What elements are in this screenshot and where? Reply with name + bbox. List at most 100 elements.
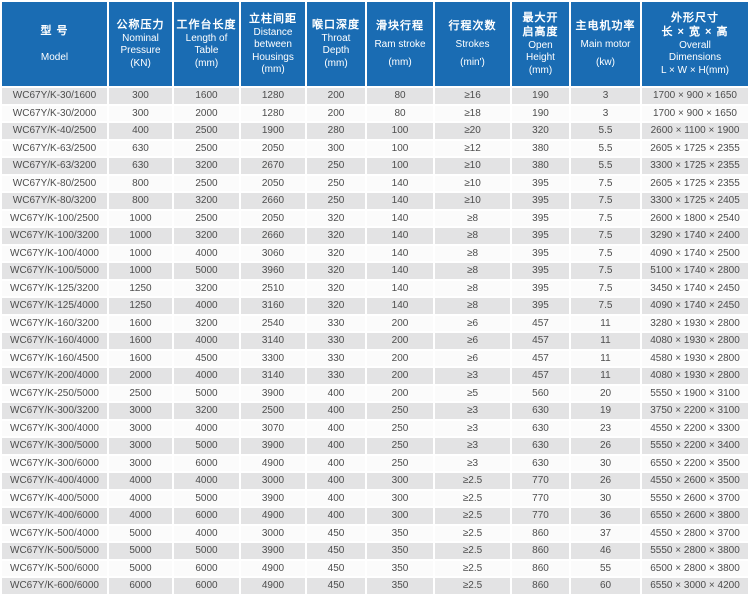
header-label-en: (mm) [261,64,285,75]
cell-housing-distance: 3000 [241,525,305,541]
cell-overall-dimensions: 2605 × 1725 × 2355 [642,140,748,156]
cell-open-height: 860 [512,543,569,559]
header-label-zh: 启高度 [522,25,559,38]
cell-nominal-pressure: 300 [109,105,172,121]
cell-open-height: 395 [512,193,569,209]
cell-housing-distance: 2500 [241,403,305,419]
table-row: WC67Y/K-100/2500 1000 2500 2050 320 140 ≥8 395 7… [2,210,748,226]
cell-throat-depth: 400 [307,385,365,401]
cell-open-height: 395 [512,263,569,279]
header-label-zh: 公称压力 [116,18,165,31]
cell-open-height: 457 [512,315,569,331]
model-cell: WC67Y/K-125/4000 [2,298,107,314]
model-cell: WC67Y/K-500/5000 [2,543,107,559]
table-body: WC67Y/K-30/1600 300 1600 1280 200 80 ≥16 190 3 17… [2,88,748,594]
model-cell: WC67Y/K-40/2500 [2,123,107,139]
table-row: WC67Y/K-200/4000 2000 4000 3140 330 200 ≥3 457 1… [2,368,748,384]
model-cell: WC67Y/K-160/3200 [2,315,107,331]
header-label-en: Overall [679,39,711,51]
cell-housing-distance: 2050 [241,210,305,226]
cell-throat-depth: 320 [307,228,365,244]
cell-main-motor: 7.5 [571,245,640,261]
cell-throat-depth: 400 [307,420,365,436]
cell-main-motor: 23 [571,420,640,436]
cell-table-length: 2000 [174,105,239,121]
header-label-en: between [254,39,292,50]
cell-main-motor: 5.5 [571,140,640,156]
table-row: WC67Y/K-300/4000 3000 4000 3070 400 250 ≥3 630 2… [2,420,748,436]
cell-ram-stroke: 200 [367,333,433,349]
cell-nominal-pressure: 3000 [109,420,172,436]
cell-strokes: ≥2.5 [435,490,510,506]
cell-housing-distance: 4900 [241,578,305,594]
cell-table-length: 2500 [174,210,239,226]
col-header-ram-stroke: 滑块行程 Ram stroke (mm) [367,2,433,86]
cell-overall-dimensions: 4580 × 1930 × 2800 [642,350,748,366]
model-cell: WC67Y/K-300/5000 [2,438,107,454]
cell-nominal-pressure: 4000 [109,473,172,489]
cell-strokes: ≥20 [435,123,510,139]
cell-open-height: 190 [512,88,569,104]
cell-throat-depth: 250 [307,193,365,209]
cell-ram-stroke: 200 [367,315,433,331]
cell-nominal-pressure: 5000 [109,525,172,541]
cell-overall-dimensions: 3300 × 1725 × 2355 [642,158,748,174]
header-label-zh: 工作台长度 [176,18,237,31]
cell-strokes: ≥2.5 [435,560,510,576]
cell-open-height: 770 [512,473,569,489]
cell-open-height: 395 [512,245,569,261]
cell-throat-depth: 400 [307,508,365,524]
table-row: WC67Y/K-250/5000 2500 5000 3900 400 200 ≥5 560 2… [2,385,748,401]
header-label-en: (mm) [194,57,219,69]
cell-ram-stroke: 200 [367,385,433,401]
cell-ram-stroke: 100 [367,123,433,139]
model-cell: WC67Y/K-63/2500 [2,140,107,156]
cell-main-motor: 11 [571,368,640,384]
cell-open-height: 395 [512,210,569,226]
cell-overall-dimensions: 3450 × 1740 × 2450 [642,280,748,296]
model-cell: WC67Y/K-125/3200 [2,280,107,296]
cell-overall-dimensions: 1700 × 900 × 1650 [642,105,748,121]
cell-throat-depth: 330 [307,315,365,331]
header-label-en: (mm) [388,56,412,68]
cell-overall-dimensions: 3290 × 1740 × 2400 [642,228,748,244]
header-label-en: Housings [252,51,294,63]
cell-open-height: 380 [512,158,569,174]
cell-open-height: 395 [512,280,569,296]
cell-nominal-pressure: 3000 [109,438,172,454]
cell-ram-stroke: 350 [367,560,433,576]
cell-open-height: 395 [512,175,569,191]
cell-housing-distance: 4900 [241,455,305,471]
table-row: WC67Y/K-300/6000 3000 6000 4900 400 250 ≥3 630 3… [2,455,748,471]
cell-table-length: 3200 [174,193,239,209]
cell-open-height: 770 [512,508,569,524]
cell-main-motor: 46 [571,543,640,559]
cell-housing-distance: 3160 [241,298,305,314]
header-label-en: Distance [253,26,293,38]
cell-ram-stroke: 140 [367,280,433,296]
table-row: WC67Y/K-500/5000 5000 5000 3900 450 350 ≥2.5 86… [2,543,748,559]
cell-throat-depth: 300 [307,140,365,156]
header-label-zh: 长 × 宽 × 高 [661,25,729,38]
cell-throat-depth: 450 [307,543,365,559]
cell-table-length: 4000 [174,420,239,436]
cell-housing-distance: 4900 [241,560,305,576]
table-row: WC67Y/K-100/5000 1000 5000 3960 320 140 ≥8 395 7… [2,263,748,279]
cell-nominal-pressure: 1000 [109,228,172,244]
cell-housing-distance: 4900 [241,508,305,524]
model-cell: WC67Y/K-160/4000 [2,333,107,349]
cell-open-height: 630 [512,420,569,436]
cell-throat-depth: 320 [307,280,365,296]
cell-table-length: 4000 [174,473,239,489]
cell-strokes: ≥3 [435,420,510,436]
cell-throat-depth: 400 [307,403,365,419]
table-row: WC67Y/K-600/6000 6000 6000 4900 450 350 ≥2.5 86… [2,578,748,594]
cell-strokes: ≥8 [435,263,510,279]
table-header: 型 号 Model 公称压力 Nominal Pressure (KN) 工作台长度 Leng… [2,2,748,86]
cell-open-height: 190 [512,105,569,121]
cell-overall-dimensions: 4550 × 2200 × 3300 [642,420,748,436]
table-row: WC67Y/K-160/4000 1600 4000 3140 330 200 ≥6 457 1… [2,333,748,349]
model-cell: WC67Y/K-100/3200 [2,228,107,244]
cell-throat-depth: 250 [307,175,365,191]
cell-overall-dimensions: 3300 × 1725 × 2405 [642,193,748,209]
